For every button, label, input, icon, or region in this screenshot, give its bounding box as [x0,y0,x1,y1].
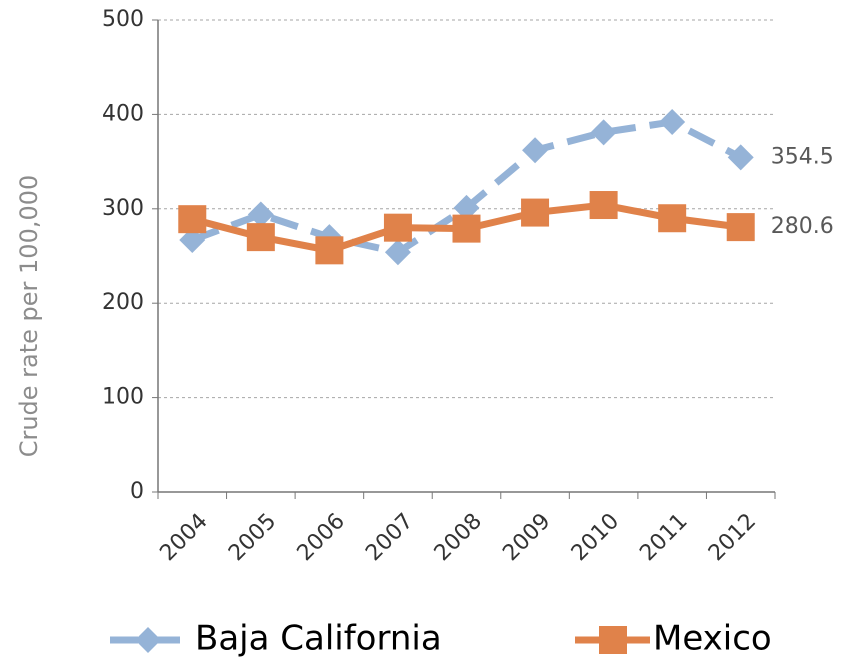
data-point [659,108,686,135]
data-point [589,191,618,220]
y-tick-label: 400 [102,101,144,126]
data-point [179,226,206,253]
x-tick-label: 2011 [635,509,692,566]
legend-label: Mexico [653,619,772,659]
data-point [727,144,754,171]
data-point [384,239,411,266]
y-tick-label: 500 [102,7,144,32]
x-tick-label: 2004 [155,509,212,566]
x-tick-label: 2012 [704,509,761,566]
data-label: 280.6 [771,214,834,239]
x-tick-label: 2007 [361,509,418,566]
data-point [247,201,274,228]
data-point [315,236,344,265]
data-point [246,223,275,252]
data-point [453,194,480,221]
data-point [452,214,481,243]
data-point [726,213,755,242]
y-axis-label: Crude rate per 100,000 [15,175,43,458]
y-tick-label: 300 [102,196,144,221]
data-point [178,205,207,234]
data-label: 354.5 [771,144,834,169]
y-tick-label: 200 [102,290,144,315]
x-tick-label: 2010 [567,509,624,566]
y-tick-label: 0 [130,479,144,504]
legend-marker [599,626,627,654]
x-tick-label: 2006 [293,509,350,566]
data-point [383,213,412,242]
y-tick-label: 100 [102,385,144,410]
data-point [590,119,617,146]
x-tick-label: 2009 [498,509,555,566]
data-point [522,137,549,164]
x-tick-label: 2005 [224,509,281,566]
legend-label: Baja California [195,619,442,659]
legend-marker [135,627,161,653]
x-tick-label: 2008 [430,509,487,566]
data-point [521,198,550,227]
data-point [658,204,687,233]
